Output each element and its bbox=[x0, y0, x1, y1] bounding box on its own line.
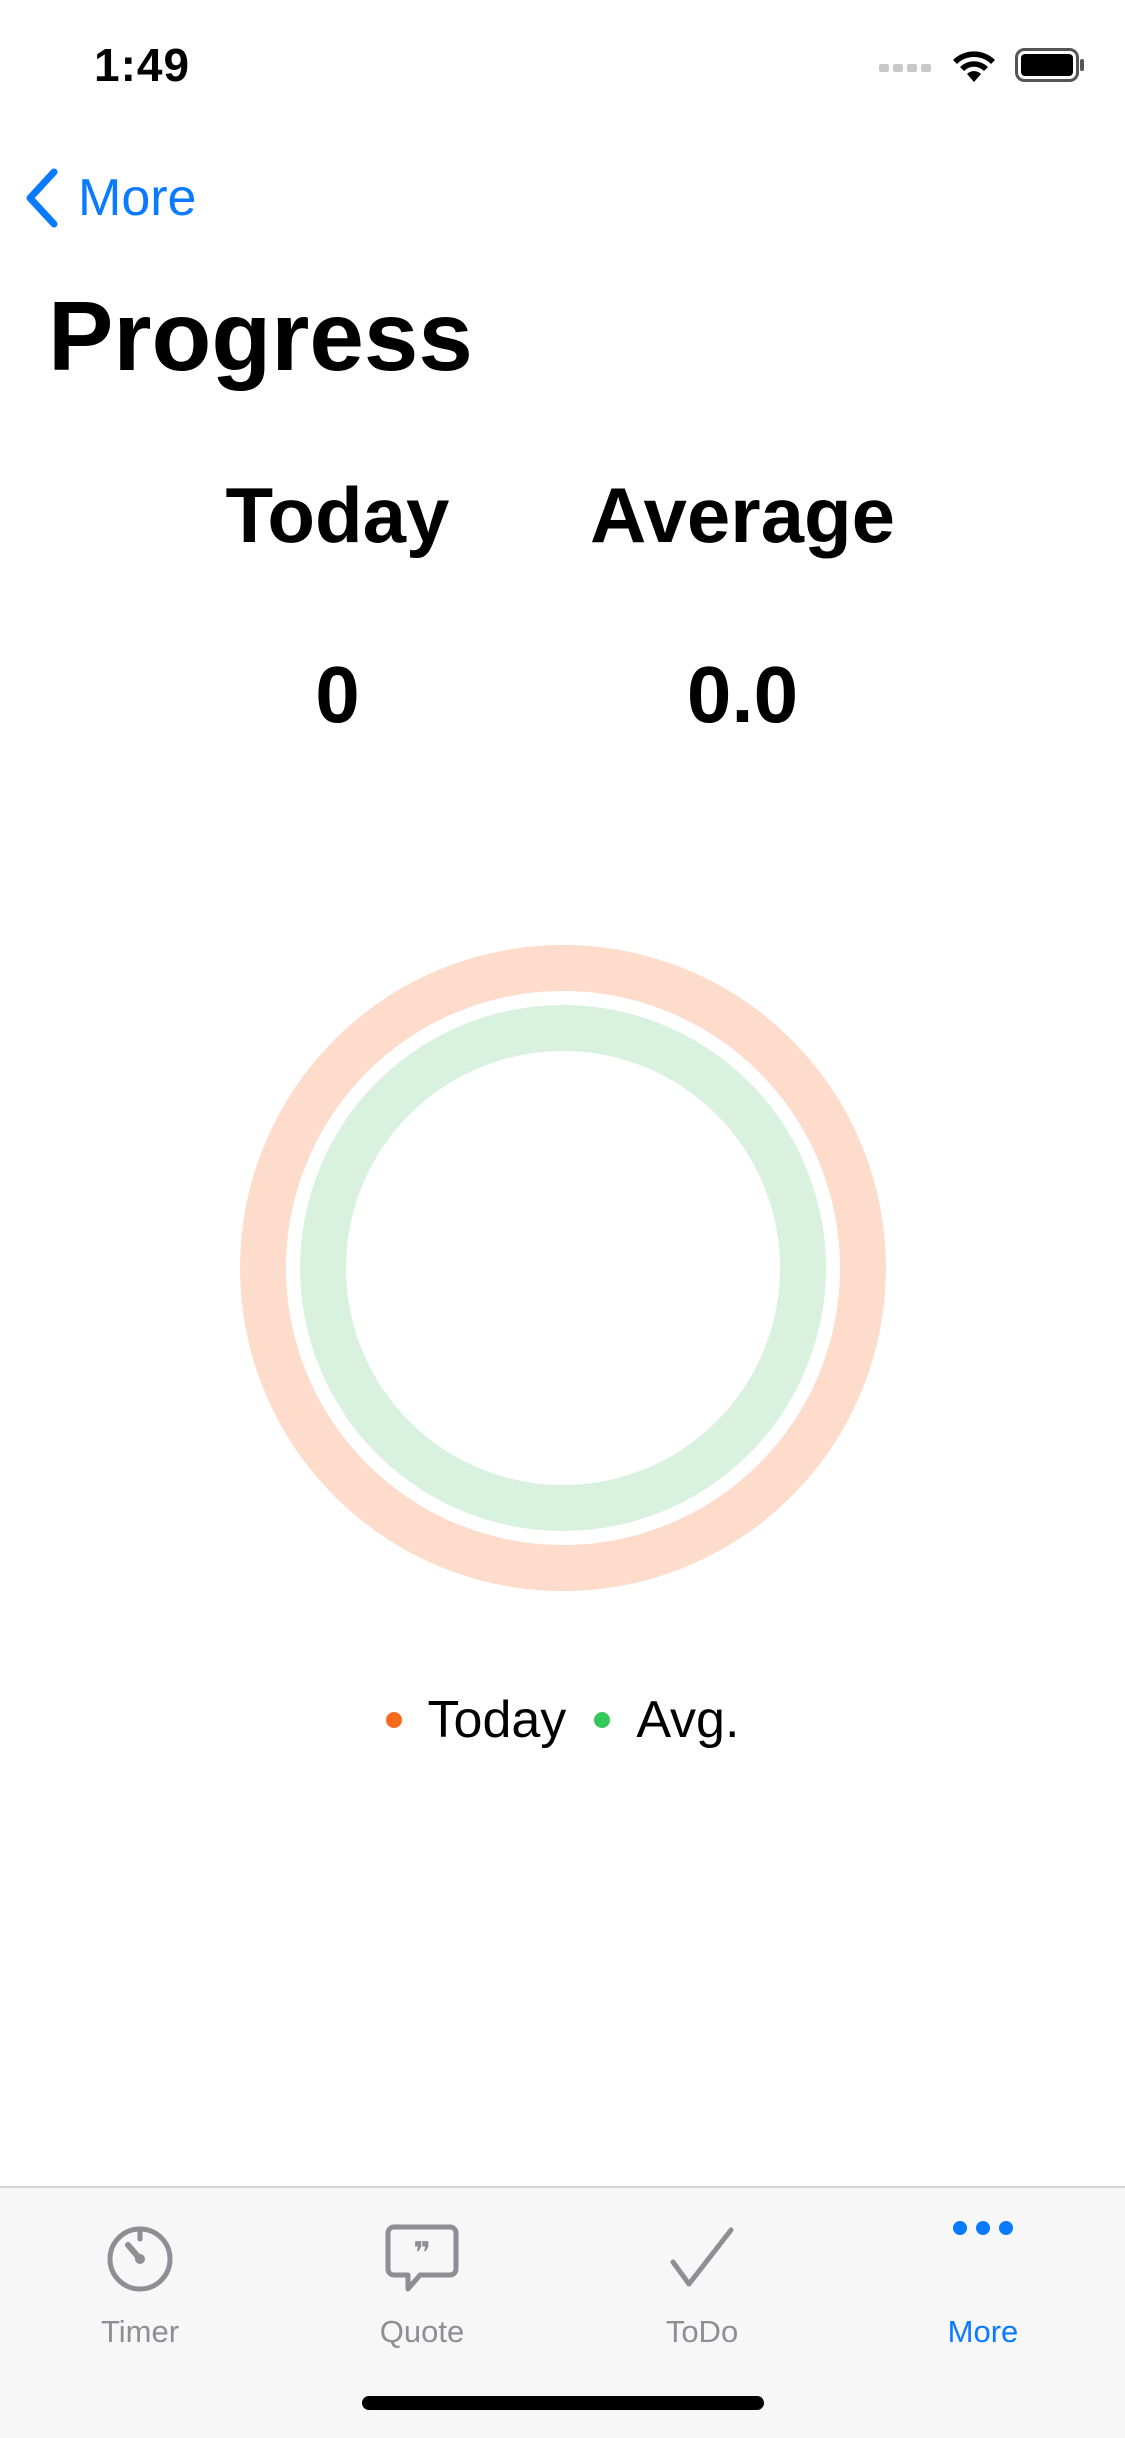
quote-bubble-icon: ❞ bbox=[385, 2224, 459, 2292]
tab-more-label: More bbox=[947, 2314, 1019, 2349]
timer-icon bbox=[107, 2226, 173, 2292]
cellular-signal-icon bbox=[879, 64, 931, 72]
chevron-left-icon bbox=[26, 168, 58, 228]
tab-quote-label: Quote bbox=[379, 2314, 465, 2349]
status-icons bbox=[879, 48, 1085, 82]
average-label: Average bbox=[590, 471, 895, 559]
back-button-label: More bbox=[78, 169, 197, 227]
wifi-icon bbox=[953, 51, 995, 82]
tab-timer[interactable]: Timer bbox=[40, 2214, 240, 2350]
page-title: Progress bbox=[48, 281, 473, 391]
average-value: 0.0 bbox=[686, 650, 799, 739]
checkmark-icon bbox=[670, 2227, 734, 2287]
battery-icon bbox=[1015, 48, 1084, 82]
chart-legend: Today Avg. bbox=[0, 1690, 1125, 1750]
progress-rings bbox=[240, 945, 886, 1591]
status-time: 1:49 bbox=[94, 39, 191, 91]
legend-dot-avg bbox=[594, 1712, 611, 1728]
more-dots-icon bbox=[953, 2221, 1013, 2235]
tab-more[interactable]: More bbox=[883, 2214, 1083, 2350]
legend-label-avg: Avg. bbox=[636, 1691, 740, 1749]
svg-text:❞: ❞ bbox=[413, 2236, 431, 2271]
legend-dot-today bbox=[385, 1712, 402, 1728]
back-button[interactable]: More bbox=[24, 168, 196, 228]
today-ring bbox=[240, 945, 886, 1591]
legend-label-today: Today bbox=[427, 1691, 567, 1749]
legend-item-today: Today bbox=[385, 1690, 567, 1750]
average-ring bbox=[300, 1005, 826, 1531]
tab-todo[interactable]: ToDo bbox=[602, 2214, 802, 2350]
today-value: 0 bbox=[315, 650, 360, 739]
average-stat: Average 0.0 bbox=[570, 470, 915, 741]
tab-todo-label: ToDo bbox=[665, 2314, 739, 2349]
status-bar: 1:49 bbox=[0, 0, 1125, 140]
today-label: Today bbox=[225, 471, 450, 559]
tab-bar: Timer ❞ Quote ToDo More bbox=[0, 2186, 1125, 2438]
tab-quote[interactable]: ❞ Quote bbox=[322, 2214, 522, 2350]
tab-timer-label: Timer bbox=[100, 2314, 180, 2349]
legend-item-avg: Avg. bbox=[594, 1690, 739, 1750]
today-stat: Today 0 bbox=[205, 470, 470, 741]
home-indicator bbox=[362, 2396, 764, 2410]
